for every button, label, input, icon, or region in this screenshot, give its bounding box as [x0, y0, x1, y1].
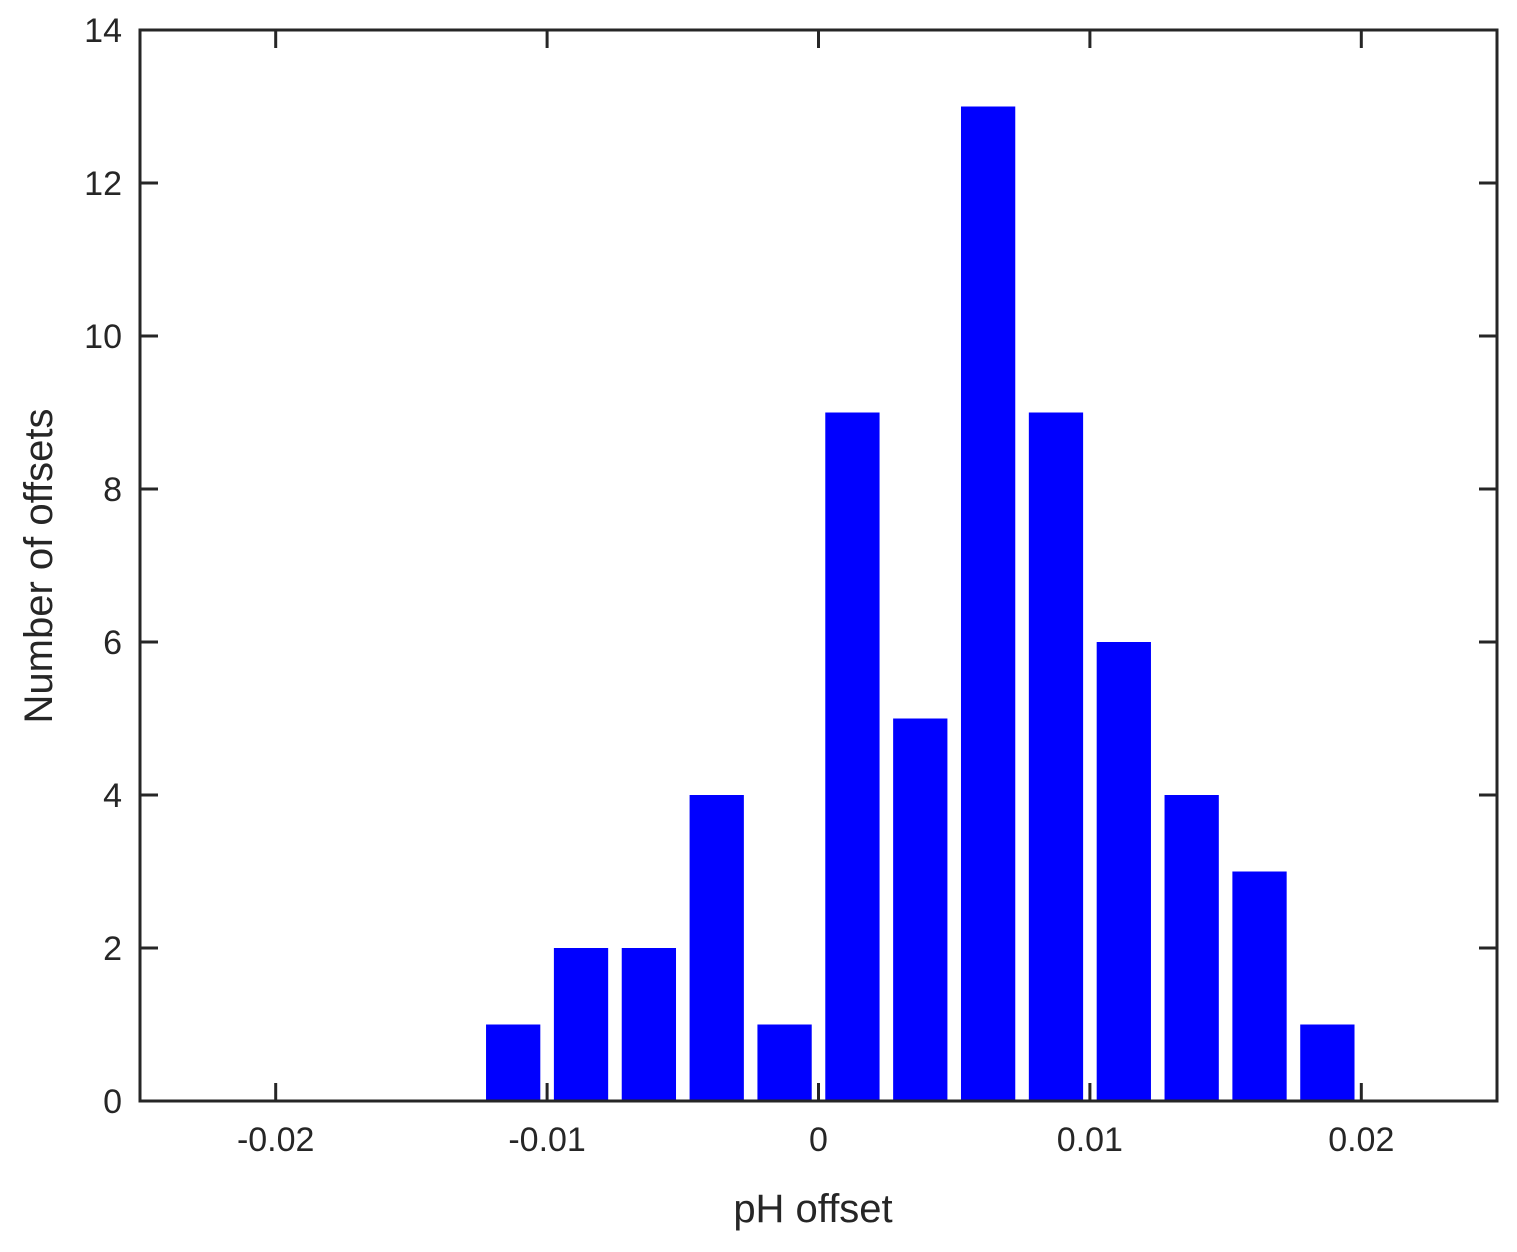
x-tick-label: -0.01	[508, 1121, 586, 1159]
x-tick-label: -0.02	[237, 1121, 315, 1159]
x-tick-label: 0	[809, 1121, 828, 1159]
y-tick-label: 4	[103, 777, 122, 815]
plot-frame	[138, 28, 1499, 1103]
bar	[621, 948, 677, 1101]
x-tick-label: 0.02	[1328, 1121, 1394, 1159]
bar	[553, 948, 609, 1101]
ticks-layer	[140, 28, 1497, 1103]
y-tick-label: 8	[103, 471, 122, 509]
bar	[825, 412, 880, 1101]
bar	[1232, 871, 1287, 1101]
bar	[1028, 412, 1084, 1101]
y-tick-label: 14	[84, 12, 122, 50]
tick-labels-layer: -0.02 -0.01 0 0.01 0.02 0 2 4 6 8 10 12 14	[84, 12, 1394, 1159]
y-axis-label: Number of offsets	[17, 409, 61, 724]
y-tick-label: 6	[103, 624, 122, 662]
bar	[1164, 795, 1219, 1101]
bar	[1096, 642, 1151, 1101]
x-tick-label: 0.01	[1057, 1121, 1123, 1159]
bar	[893, 718, 948, 1101]
bar	[960, 106, 1016, 1101]
bar	[689, 795, 744, 1101]
bar	[1300, 1024, 1355, 1101]
bar	[486, 1024, 541, 1101]
x-axis-label: pH offset	[733, 1187, 892, 1231]
y-tick-label: 10	[84, 318, 122, 356]
bars-layer	[486, 106, 1355, 1101]
y-tick-label: 2	[103, 930, 122, 968]
y-tick-label: 12	[84, 165, 122, 203]
bar	[757, 1024, 812, 1101]
y-tick-label: 0	[103, 1083, 122, 1121]
